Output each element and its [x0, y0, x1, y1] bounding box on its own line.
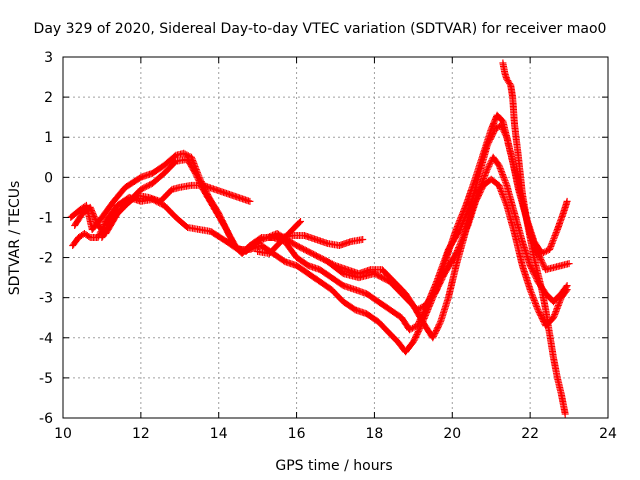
series-markers: [324, 153, 571, 342]
series-pass-D: [98, 181, 254, 241]
y-axis-label: SDTVAR / TECUs: [7, 181, 23, 296]
x-tick-label: 20: [443, 426, 461, 442]
series-pass-F: [254, 218, 304, 257]
series-pass-H: [499, 59, 569, 418]
x-tick-label: 24: [599, 426, 617, 442]
y-tick-label: -5: [39, 371, 53, 387]
y-tick-label: -3: [39, 291, 53, 307]
grid-lines: [63, 57, 608, 418]
chart-title: Day 329 of 2020, Sidereal Day-to-day VTE…: [34, 21, 607, 37]
series-pass-E: [265, 232, 367, 249]
y-tick-label: 3: [44, 50, 53, 66]
x-tick-label: 12: [132, 426, 150, 442]
y-tick-label: -1: [39, 210, 53, 226]
series-pass-G: [324, 153, 571, 342]
y-tick-label: 0: [44, 170, 53, 186]
x-tick-label: 18: [366, 426, 384, 442]
y-tick-label: 2: [44, 90, 53, 106]
series-markers: [69, 175, 571, 356]
y-tick-label: 1: [44, 130, 53, 146]
x-tick-label: 14: [210, 426, 228, 442]
x-tick-label: 10: [54, 426, 72, 442]
y-tick-label: -2: [39, 251, 53, 267]
series-markers: [71, 121, 571, 334]
series-pass-C: [71, 121, 571, 334]
y-tick-label: -6: [39, 411, 53, 427]
x-axis-label: GPS time / hours: [275, 458, 392, 474]
x-tick-label: 22: [521, 426, 539, 442]
series-markers: [265, 232, 367, 249]
data-points: [67, 59, 573, 418]
series-markers: [254, 218, 304, 257]
x-tick-label: 16: [288, 426, 306, 442]
series-markers: [499, 59, 569, 418]
plot-frame: [62, 56, 609, 419]
series-markers: [98, 181, 254, 241]
series-pass-B: [69, 175, 571, 356]
y-tick-label: -4: [39, 331, 53, 347]
